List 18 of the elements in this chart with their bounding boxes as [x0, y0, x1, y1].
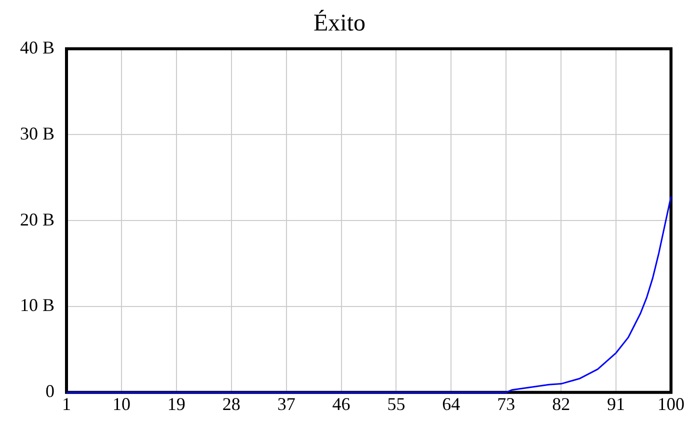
y-tick-label: 0 [46, 381, 55, 402]
x-tick-label: 91 [607, 394, 626, 414]
y-tick-label: 10 B [20, 295, 55, 316]
x-tick-label: 64 [442, 394, 460, 414]
y-tick-label: 40 B [20, 38, 55, 58]
y-tick-label: 30 B [20, 123, 55, 144]
y-tick-label: 20 B [20, 209, 55, 230]
chart-title: Éxito [314, 10, 366, 37]
x-tick-label: 28 [222, 394, 240, 414]
x-tick-label: 19 [167, 394, 186, 414]
x-tick-label: 100 [658, 394, 684, 414]
x-tick-label: 37 [277, 394, 296, 414]
x-tick-label: 55 [387, 394, 406, 414]
x-tick-label: 46 [332, 394, 350, 414]
x-tick-label: 1 [62, 394, 72, 414]
x-tick-label: 10 [112, 394, 130, 414]
x-tick-label: 82 [552, 394, 570, 414]
x-tick-label: 73 [497, 394, 516, 414]
